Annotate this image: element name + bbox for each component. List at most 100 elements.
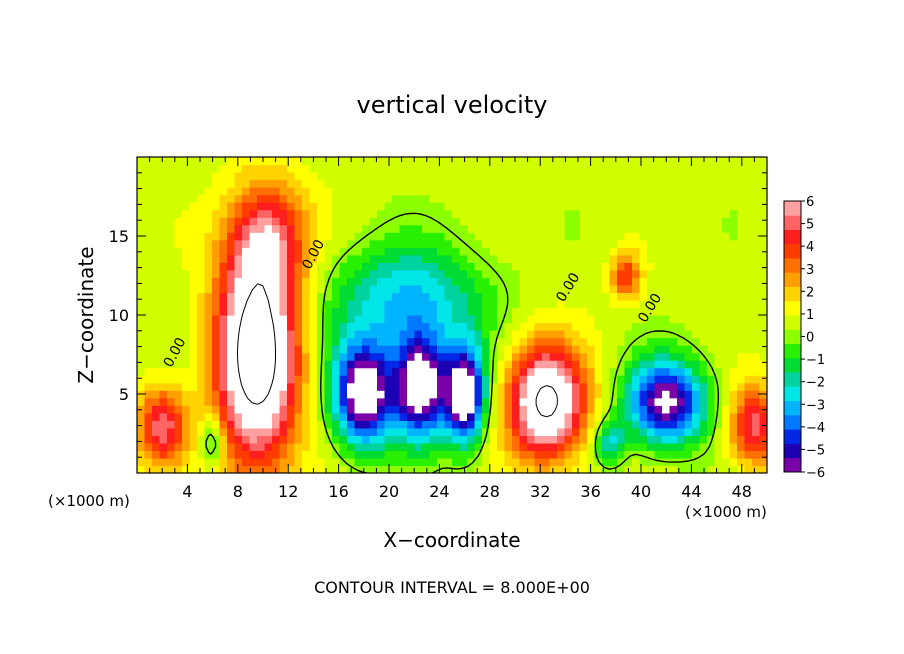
- field-cell: [287, 375, 296, 384]
- field-cell: [722, 420, 731, 429]
- field-cell: [219, 307, 228, 316]
- field-cell: [174, 164, 183, 173]
- field-cell: [257, 457, 266, 467]
- field-cell: [684, 442, 693, 452]
- field-cell: [669, 172, 678, 181]
- chart-title: vertical velocity: [357, 91, 548, 119]
- field-cell: [152, 382, 161, 391]
- field-cell: [459, 187, 468, 196]
- field-cell: [227, 269, 236, 278]
- field-cell: [579, 412, 588, 421]
- field-cell: [437, 254, 446, 263]
- field-cell: [602, 345, 611, 354]
- field-cell: [369, 187, 378, 196]
- field-cell: [249, 307, 258, 316]
- field-cell: [662, 375, 671, 384]
- field-cell: [594, 420, 603, 429]
- field-cell: [632, 337, 641, 346]
- field-cell: [684, 157, 693, 166]
- field-cell: [369, 390, 378, 399]
- field-cell: [444, 420, 453, 429]
- field-cell: [242, 412, 251, 421]
- field-cell: [617, 322, 626, 331]
- field-cell: [249, 450, 258, 459]
- field-cell: [257, 254, 266, 263]
- field-cell: [579, 382, 588, 391]
- field-cell: [294, 450, 303, 459]
- field-cell: [504, 367, 513, 376]
- colorbar-tick-label: −4: [806, 421, 825, 436]
- field-cell: [219, 172, 228, 181]
- field-cell: [467, 277, 476, 286]
- field-cell: [242, 292, 251, 301]
- field-cell: [542, 420, 551, 429]
- field-cell: [429, 435, 438, 444]
- field-cell: [197, 405, 206, 414]
- field-cell: [174, 390, 183, 399]
- field-cell: [159, 224, 168, 233]
- field-cell: [219, 360, 228, 369]
- field-cell: [392, 360, 401, 369]
- field-cell: [399, 172, 408, 181]
- field-cell: [624, 194, 633, 203]
- field-cell: [384, 435, 393, 444]
- field-cell: [542, 172, 551, 181]
- field-cell: [534, 254, 543, 263]
- field-cell: [159, 315, 168, 324]
- field-cell: [317, 412, 326, 421]
- field-cell: [617, 299, 626, 309]
- field-cell: [324, 397, 333, 406]
- field-cell: [444, 375, 453, 384]
- field-cell: [332, 420, 341, 429]
- field-cell: [504, 179, 513, 188]
- field-cell: [489, 390, 498, 399]
- field-cell: [662, 405, 671, 414]
- field-cell: [354, 442, 363, 452]
- field-cell: [302, 164, 311, 173]
- field-cell: [302, 427, 311, 436]
- field-cell: [354, 390, 363, 399]
- field-cell: [654, 457, 663, 467]
- field-cell: [414, 284, 423, 294]
- field-cell: [174, 217, 183, 226]
- field-cell: [452, 299, 461, 309]
- field-cell: [692, 382, 701, 391]
- field-cell: [587, 262, 596, 271]
- field-cell: [729, 412, 738, 421]
- field-cell: [332, 209, 341, 218]
- field-cell: [302, 450, 311, 459]
- colorbar-swatch: [784, 286, 801, 302]
- field-cell: [662, 330, 671, 339]
- field-cell: [354, 375, 363, 384]
- field-cell: [407, 450, 416, 459]
- field-cell: [399, 465, 408, 473]
- field-cell: [677, 172, 686, 181]
- field-cell: [624, 307, 633, 316]
- field-cell: [512, 232, 521, 241]
- field-cell: [332, 217, 341, 226]
- field-cell: [152, 465, 161, 473]
- field-cell: [474, 382, 483, 391]
- x-unit-label-right: (×1000 m): [685, 503, 767, 521]
- field-cell: [279, 217, 288, 226]
- field-cell: [429, 322, 438, 331]
- field-cell: [219, 322, 228, 331]
- field-cell: [722, 465, 731, 473]
- field-cell: [549, 465, 558, 473]
- field-cell: [189, 269, 198, 278]
- field-cell: [654, 187, 663, 196]
- field-cell: [234, 390, 243, 399]
- field-cell: [347, 390, 356, 399]
- field-cell: [324, 427, 333, 436]
- field-cell: [152, 435, 161, 444]
- field-cell: [504, 405, 513, 414]
- field-cell: [737, 284, 746, 294]
- field-cell: [624, 420, 633, 429]
- field-cell: [579, 284, 588, 294]
- field-cell: [377, 187, 386, 196]
- field-cell: [707, 172, 716, 181]
- field-cell: [707, 337, 716, 346]
- field-cell: [437, 315, 446, 324]
- field-cell: [617, 217, 626, 226]
- field-cell: [272, 322, 281, 331]
